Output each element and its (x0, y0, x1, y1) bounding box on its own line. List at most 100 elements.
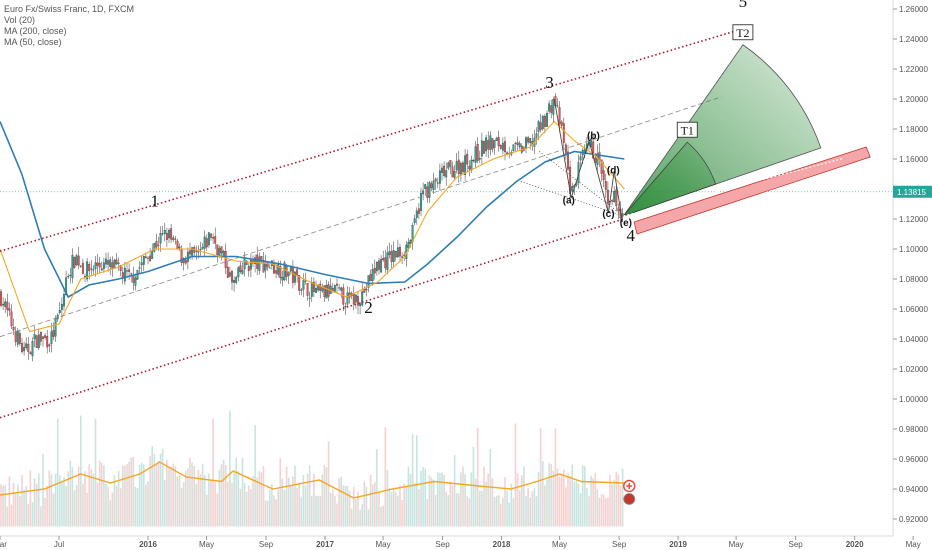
volume-bar (403, 483, 405, 527)
candle-body (119, 265, 122, 271)
candle-body (14, 331, 17, 342)
candle-body (115, 259, 118, 265)
y-tick-label: 0.96000 (899, 455, 928, 464)
volume-bar (407, 466, 410, 527)
candle-body (231, 271, 233, 283)
candle-body (157, 244, 160, 246)
volume-bar (71, 467, 74, 527)
candle-body (562, 123, 565, 143)
candle-body (210, 233, 212, 238)
candle-body (142, 255, 145, 265)
y-tick-label: 0.92000 (899, 515, 928, 524)
candle-body (147, 257, 149, 259)
x-tick-label: Sep (789, 540, 804, 549)
candle-body (613, 191, 616, 203)
candle-body (319, 283, 322, 291)
volume-bar (523, 466, 525, 527)
volume-bar (369, 474, 372, 527)
candle-body (109, 259, 112, 267)
volume-bar (128, 461, 130, 527)
candle-body (184, 259, 187, 264)
candle-body (149, 255, 152, 262)
x-tick-label: May (906, 540, 921, 549)
candle-body (63, 293, 65, 307)
volume-bar (229, 410, 231, 527)
volume-bar (166, 459, 168, 527)
sub-wave-label: (b) (587, 131, 600, 142)
sub-wave-label: (c) (602, 209, 614, 220)
candle-body (35, 335, 38, 348)
volume-bar (544, 485, 546, 527)
price-axis[interactable]: 1.26000 1.24000 1.22000 1.20000 1.18000 1.160… (893, 5, 932, 524)
candle-body (438, 170, 441, 184)
time-axis[interactable]: Mar Jul 2016 May Sep 2017 May Sep 2018 May Sep 2019… (0, 540, 921, 549)
volume-bar (294, 465, 296, 527)
volume-bar (96, 482, 99, 527)
legend-volume[interactable]: Vol (20) (4, 15, 36, 25)
volume-bar (355, 499, 357, 527)
volume-bar (315, 495, 317, 527)
volume-bar (609, 474, 611, 527)
volume-bar (338, 478, 340, 527)
candle-body (134, 277, 137, 286)
candle-body (541, 115, 544, 130)
volume-bar (378, 491, 380, 527)
wave-label-1: 1 (151, 191, 160, 210)
volume-bar (59, 475, 61, 527)
volume-bar (304, 485, 307, 527)
candle-body (501, 142, 504, 151)
volume-bar (308, 465, 311, 527)
candle-body (359, 303, 362, 306)
candle-body (357, 296, 359, 306)
candle-body (302, 280, 305, 290)
candle-body (39, 332, 42, 342)
volume-bar (233, 471, 235, 527)
volume-bar (495, 495, 498, 527)
candle-body (340, 287, 343, 291)
candle-body (111, 262, 114, 269)
candle-body (527, 137, 530, 143)
volume-bar (353, 487, 355, 527)
volume-bar (174, 466, 177, 527)
volume-bar (434, 494, 437, 527)
candle-body (449, 160, 452, 167)
candle-body (2, 303, 5, 306)
volume-bar (439, 472, 441, 527)
candle-body (369, 273, 372, 282)
volume-bar (329, 492, 332, 527)
candle-body (23, 347, 26, 352)
volume-bar (48, 470, 51, 527)
candle-body (560, 121, 563, 126)
volume-bar (300, 496, 303, 527)
candle-body (434, 178, 437, 182)
volume-bar (510, 483, 513, 527)
volume-bar (468, 498, 471, 527)
candle-body (123, 267, 126, 282)
volume-bar (476, 427, 479, 527)
candle-body (445, 170, 448, 178)
sub-wave-label: (d) (607, 165, 620, 176)
legend-ma200[interactable]: MA (200, close) (4, 26, 67, 36)
y-tick-label: 1.26000 (899, 5, 928, 14)
volume-bar (611, 484, 613, 527)
volume-bar (107, 486, 109, 527)
legend-symbol[interactable]: Euro Fx/Swiss Franc, 1D, FXCM (4, 4, 135, 14)
candle-body (16, 331, 19, 345)
volume-bar (474, 478, 477, 527)
volume-bar (90, 469, 93, 527)
volume-bar (588, 496, 590, 527)
volume-bar (145, 484, 147, 527)
candle-body (247, 266, 250, 271)
candle-body (140, 262, 143, 266)
candle-body (144, 256, 147, 258)
volume-bar (143, 464, 145, 527)
candle-body (92, 269, 95, 271)
legend-ma50[interactable]: MA (50, close) (4, 37, 62, 47)
candle-body (54, 318, 57, 337)
volume-bar (455, 493, 458, 527)
volume-bar (508, 502, 510, 527)
candle-body (86, 261, 89, 280)
candle-body (394, 251, 397, 258)
candle-body (222, 251, 225, 256)
